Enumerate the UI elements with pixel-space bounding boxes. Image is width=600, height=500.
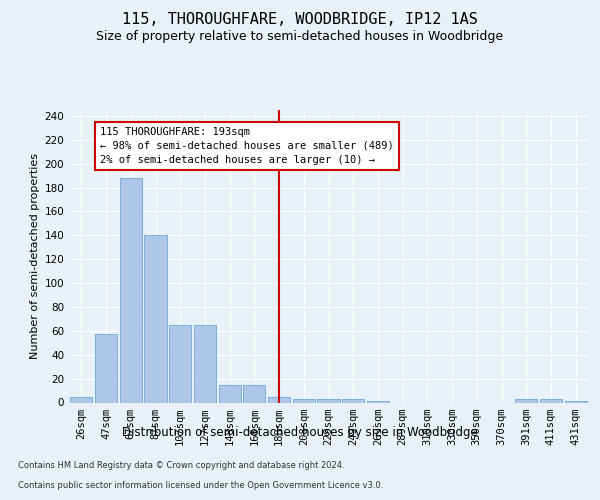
Text: Contains public sector information licensed under the Open Government Licence v3: Contains public sector information licen…: [18, 481, 383, 490]
Bar: [515, 399, 538, 402]
Text: Contains HM Land Registry data © Crown copyright and database right 2024.: Contains HM Land Registry data © Crown c…: [18, 461, 344, 470]
Text: 115, THOROUGHFARE, WOODBRIDGE, IP12 1AS: 115, THOROUGHFARE, WOODBRIDGE, IP12 1AS: [122, 12, 478, 28]
Bar: [119, 178, 142, 402]
Bar: [169, 325, 191, 402]
Bar: [268, 396, 290, 402]
Text: Distribution of semi-detached houses by size in Woodbridge: Distribution of semi-detached houses by …: [122, 426, 478, 439]
Y-axis label: Number of semi-detached properties: Number of semi-detached properties: [30, 153, 40, 359]
Text: 115 THOROUGHFARE: 193sqm
← 98% of semi-detached houses are smaller (489)
2% of s: 115 THOROUGHFARE: 193sqm ← 98% of semi-d…: [100, 126, 394, 164]
Bar: [95, 334, 117, 402]
Bar: [293, 399, 315, 402]
Bar: [194, 325, 216, 402]
Text: Size of property relative to semi-detached houses in Woodbridge: Size of property relative to semi-detach…: [97, 30, 503, 43]
Bar: [70, 396, 92, 402]
Bar: [317, 399, 340, 402]
Bar: [540, 399, 562, 402]
Bar: [145, 236, 167, 402]
Bar: [342, 399, 364, 402]
Bar: [243, 384, 265, 402]
Bar: [218, 384, 241, 402]
